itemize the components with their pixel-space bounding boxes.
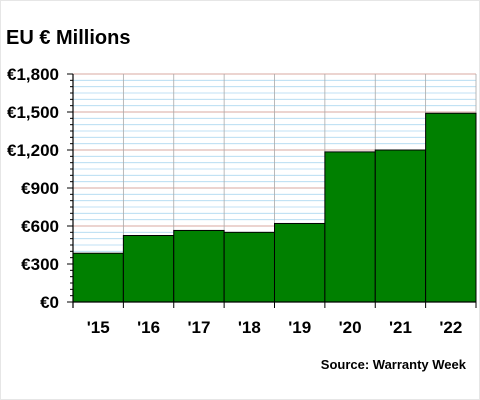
bar-20	[324, 151, 376, 303]
x-tick-label: '17	[187, 318, 210, 337]
y-tick-label: €600	[21, 217, 59, 236]
y-tick-label: €300	[21, 255, 59, 274]
x-tick-label: '18	[238, 318, 261, 337]
x-tick-label: '15	[87, 318, 110, 337]
x-tick-label: '21	[389, 318, 412, 337]
bar-15	[72, 252, 124, 303]
source-note: Source: Warranty Week	[320, 357, 466, 372]
y-tick-label: €1,800	[7, 65, 59, 84]
y-tick-label: €1,200	[7, 141, 59, 160]
bar-17	[173, 229, 225, 303]
chart-title: EU € Millions	[6, 27, 131, 49]
bars	[72, 112, 477, 303]
bar-19	[274, 222, 326, 303]
bar-18	[223, 231, 275, 303]
y-tick-label: €1,500	[7, 103, 59, 122]
x-tick-label: '16	[137, 318, 160, 337]
y-tick-labels: €0 €300 €600 €900 €1,200 €1,500 €1,800	[7, 65, 59, 312]
x-tick-label: '20	[339, 318, 362, 337]
x-tick-label: '19	[288, 318, 311, 337]
y-tick-label: €0	[40, 293, 59, 312]
axes	[67, 73, 477, 308]
x-tick-label: '22	[439, 318, 462, 337]
x-tick-labels: '15 '16 '17 '18 '19 '20 '21 '22	[87, 318, 463, 337]
y-tick-label: €900	[21, 179, 59, 198]
bar-16	[122, 235, 175, 303]
bar-21	[374, 149, 427, 303]
bar-22	[425, 112, 477, 303]
